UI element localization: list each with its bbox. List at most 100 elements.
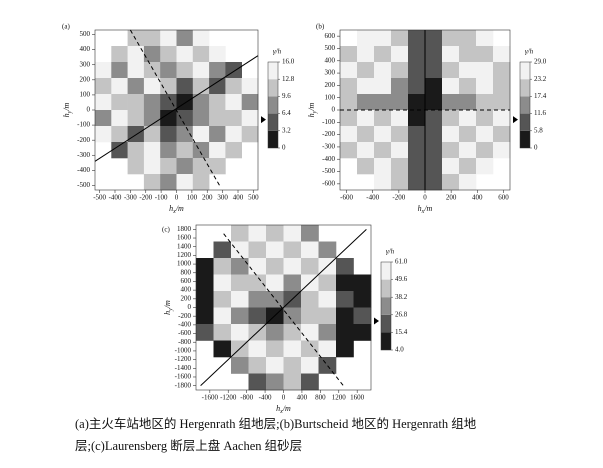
heat-cell bbox=[476, 158, 494, 175]
heat-cell bbox=[143, 158, 161, 175]
heat-cell bbox=[476, 62, 494, 79]
heat-cell bbox=[248, 373, 267, 391]
y-tick-label: 500 bbox=[325, 44, 336, 52]
heat-cell bbox=[408, 46, 426, 63]
y-tick-label: -100 bbox=[322, 118, 335, 126]
heat-cell bbox=[266, 340, 284, 358]
heat-cell bbox=[357, 110, 375, 127]
heat-cell bbox=[442, 110, 460, 127]
heat-cell bbox=[192, 30, 210, 47]
colorbar-title: γ/h bbox=[525, 48, 534, 56]
heat-cell bbox=[459, 30, 477, 47]
heat-cell bbox=[442, 142, 460, 159]
heat-cell bbox=[340, 142, 358, 159]
heat-cell bbox=[336, 307, 354, 325]
heat-cell bbox=[357, 126, 375, 143]
ylabel-part: y bbox=[67, 110, 73, 114]
colorbar-bin bbox=[520, 96, 530, 114]
heat-cell bbox=[266, 241, 284, 259]
y-tick-label: 300 bbox=[325, 69, 336, 77]
ylabel-part: h bbox=[307, 113, 316, 117]
y-tick-label: 0 bbox=[332, 106, 336, 114]
heat-cell bbox=[95, 78, 112, 95]
heat-cell bbox=[160, 94, 177, 111]
x-tick-label: 0 bbox=[175, 194, 179, 202]
heat-cell bbox=[425, 158, 443, 175]
heat-cell bbox=[192, 78, 210, 95]
heat-cell bbox=[241, 126, 259, 143]
ylabel-part: /m bbox=[163, 300, 172, 309]
colorbar-bin bbox=[381, 314, 391, 333]
heat-cell bbox=[143, 30, 161, 47]
heat-cell bbox=[357, 94, 375, 111]
heat-cell bbox=[476, 126, 494, 143]
x-tick-label: 200 bbox=[446, 194, 457, 202]
heat-cell bbox=[425, 142, 443, 159]
heat-cell bbox=[248, 291, 267, 308]
heat-cell bbox=[408, 158, 426, 175]
heat-cell bbox=[176, 46, 194, 63]
heat-cell bbox=[357, 158, 375, 175]
heat-cell bbox=[143, 78, 161, 95]
heat-cell bbox=[248, 241, 267, 259]
heat-cell bbox=[241, 78, 259, 95]
heat-cell bbox=[459, 46, 477, 63]
panel-label: (c) bbox=[162, 226, 170, 234]
x-tick-label: -500 bbox=[93, 194, 106, 202]
xlabel: hx/m bbox=[418, 204, 433, 216]
colorbar-tick-label: 12.8 bbox=[282, 75, 295, 83]
heat-cell bbox=[209, 126, 226, 143]
heat-cell bbox=[357, 62, 375, 79]
y-tick-label: 200 bbox=[80, 75, 91, 83]
heat-cell bbox=[213, 307, 232, 325]
heat-cell bbox=[318, 340, 337, 358]
heat-cell bbox=[374, 94, 392, 111]
heat-cell bbox=[408, 142, 426, 159]
heat-cell bbox=[283, 373, 302, 391]
y-tick-label: 200 bbox=[325, 81, 336, 89]
colorbar-bin bbox=[520, 62, 530, 80]
heat-cell bbox=[374, 62, 392, 79]
heat-cell bbox=[192, 94, 210, 111]
heat-cell bbox=[209, 94, 226, 111]
x-tick-label: 0 bbox=[423, 194, 427, 202]
heat-cell bbox=[301, 340, 319, 358]
heat-cell bbox=[248, 274, 267, 292]
heat-cell bbox=[442, 46, 460, 63]
y-tick-label: -400 bbox=[178, 320, 191, 328]
heat-cell bbox=[336, 324, 354, 341]
heat-cell bbox=[231, 258, 249, 275]
colorbar-title: γ/h bbox=[386, 248, 395, 256]
ylabel: hy/m bbox=[307, 102, 319, 117]
x-tick-label: -200 bbox=[392, 194, 405, 202]
heat-cell bbox=[459, 126, 477, 143]
xlabel-part: h bbox=[169, 204, 173, 213]
colorbar-bin bbox=[520, 130, 530, 148]
heat-cell bbox=[425, 94, 443, 111]
x-tick-label: 600 bbox=[498, 194, 509, 202]
y-tick-label: 400 bbox=[325, 56, 336, 64]
y-tick-label: -200 bbox=[322, 130, 335, 138]
heat-cell bbox=[301, 357, 319, 374]
heat-cell bbox=[442, 62, 460, 79]
heat-cell bbox=[374, 158, 392, 175]
y-tick-label: 600 bbox=[181, 277, 192, 285]
y-tick-label: 400 bbox=[80, 45, 91, 53]
heat-cell bbox=[231, 274, 249, 292]
caption: 层;(c)Laurensberg 断层上盘 Aachen 组砂层 bbox=[75, 438, 302, 453]
annotation-line bbox=[223, 233, 344, 386]
heat-cell bbox=[374, 78, 392, 95]
heat-cell bbox=[241, 94, 259, 111]
heat-cell bbox=[283, 241, 302, 259]
heat-cell bbox=[160, 78, 177, 95]
heat-cell bbox=[493, 78, 511, 95]
heat-cell bbox=[493, 142, 511, 159]
colorbar-tick-label: 38.2 bbox=[395, 293, 408, 301]
colorbar-bin bbox=[381, 297, 391, 315]
heat-cell bbox=[176, 174, 194, 191]
colorbar-bin bbox=[381, 262, 391, 280]
heat-cell bbox=[493, 94, 511, 111]
heat-cell bbox=[391, 142, 409, 159]
heat-cell bbox=[391, 30, 409, 47]
heat-cell bbox=[176, 94, 194, 111]
